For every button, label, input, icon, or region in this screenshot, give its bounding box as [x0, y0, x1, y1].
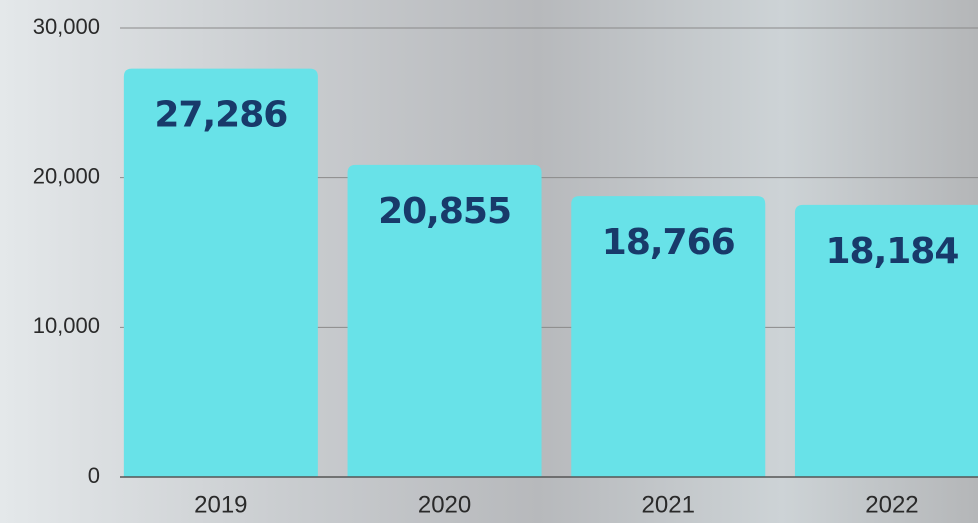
- x-tick-label: 2019: [194, 491, 247, 518]
- x-tick-label: 2022: [865, 491, 918, 518]
- value-label: 27,286: [154, 95, 287, 136]
- x-tick-label: 2020: [418, 491, 471, 518]
- y-tick-label: 30,000: [33, 14, 100, 39]
- value-label: 18,184: [825, 231, 958, 272]
- value-label: 20,855: [378, 191, 511, 232]
- x-tick-label: 2021: [642, 491, 695, 518]
- bar: [571, 196, 766, 477]
- y-tick-label: 10,000: [33, 313, 100, 338]
- bar: [123, 68, 318, 477]
- y-tick-label: 0: [88, 463, 100, 488]
- bar: [794, 204, 978, 477]
- y-tick-label: 20,000: [33, 163, 100, 188]
- bar: [347, 164, 542, 477]
- value-label: 18,766: [602, 222, 735, 263]
